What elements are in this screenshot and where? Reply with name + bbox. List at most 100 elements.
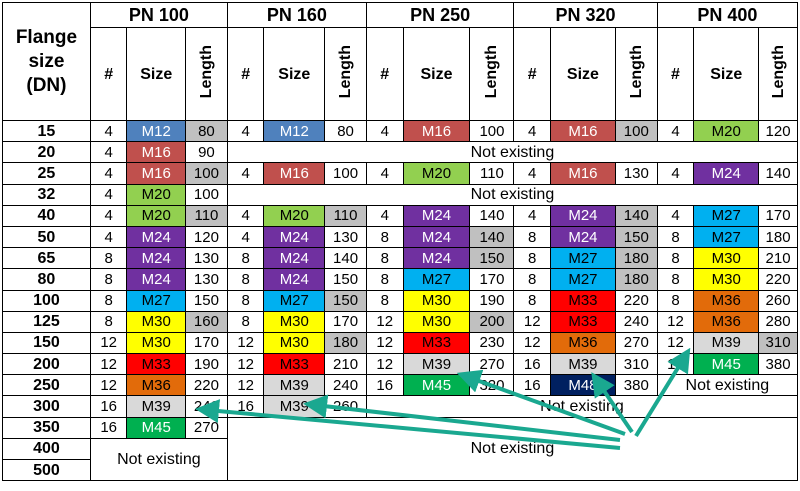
bolt-length-cell: 150 [185,289,228,312]
bolt-size-cell: M16 [402,119,471,143]
bolt-count-cell: 12 [365,353,404,376]
bolt-length-cell: 140 [758,162,798,185]
bolt-length-cell: 160 [185,310,228,333]
bolt-length-cell: 380 [614,374,658,397]
flange-label-line-1: Flange [15,26,78,48]
dn-cell: 100 [2,289,91,312]
bolt-size-cell: M24 [693,162,760,185]
dn-cell: 150 [2,331,91,355]
bolt-size-cell: M24 [402,247,471,270]
bolt-length-cell: 170 [324,310,367,333]
bolt-count-cell: 12 [513,331,552,355]
bolt-count-cell: 12 [365,310,404,333]
not-existing-cell: Not existing [226,183,799,206]
bolt-length-cell: 150 [469,247,515,270]
bolt-size-cell: M30 [402,289,471,312]
pn-160-header: PN 160 [226,2,367,28]
bolt-size-cell: M30 [693,268,760,291]
pn-250-header: PN 250 [365,2,515,28]
bolt-length-cell: 140 [469,225,515,249]
length-header: Length [324,27,367,121]
bolt-size-cell: M33 [550,289,616,312]
bolt-count-cell: 4 [89,204,128,227]
not-existing-cell: Not existing [226,416,799,482]
bolt-length-cell: 90 [185,141,228,164]
bolt-count-cell: 4 [365,119,404,143]
bolt-length-cell: 220 [185,374,228,397]
bolt-count-cell: 8 [656,289,695,312]
length-header-label: Length [627,44,645,99]
dn-cell: 65 [2,247,91,270]
size-header: Size [693,27,760,121]
bolt-count-cell: 12 [89,331,128,355]
table-row: 400 Not existing [2,437,798,482]
bolt-size-cell: M27 [126,289,187,312]
bolt-size-cell: M39 [126,395,187,418]
bolt-length-cell: 130 [185,247,228,270]
bolt-size-cell: M39 [263,395,326,418]
bolt-length-cell: 230 [469,331,515,355]
subheader-row: # Size Length # Size Length # Size Length # Size Le… [3,27,798,121]
bolt-count-cell: 4 [89,183,128,206]
bolt-count-cell: 4 [513,119,552,143]
pn-100-header: PN 100 [89,2,228,28]
bolt-length-cell: 270 [185,416,228,439]
bolt-size-cell: M24 [550,225,616,249]
dn-cell: 15 [2,119,91,143]
bolt-length-cell: 130 [185,268,228,291]
bolt-length-cell: 100 [324,162,367,185]
dn-cell: 32 [2,183,91,206]
table-row: 125 8 M30 160 8 M30 170 12 M30 200 12 M33 240 12 M36 28… [2,310,798,333]
bolt-count-cell: 16 [89,416,128,439]
bolt-length-cell: 270 [614,331,658,355]
bolt-count-cell: 4 [656,204,695,227]
bolt-count-cell: 4 [89,119,128,143]
bolt-size-cell: M16 [263,162,326,185]
length-header: Length [469,27,515,121]
bolt-size-cell: M36 [126,374,187,397]
dn-cell: 250 [2,374,91,397]
bolt-length-cell: 240 [185,395,228,418]
bolt-length-cell: 110 [324,204,367,227]
bolt-length-cell: 170 [185,331,228,355]
bolt-size-cell: M24 [126,268,187,291]
bolt-length-cell: 210 [324,353,367,376]
bolt-count-cell: 8 [89,247,128,270]
bolt-count-cell: 12 [656,310,695,333]
bolt-length-cell: 140 [614,204,658,227]
length-header: Length [185,27,228,121]
flange-size-header: Flange size (DN) [2,2,91,121]
bolt-count-cell: 16 [365,374,404,397]
bolt-length-cell: 180 [758,225,798,249]
not-existing-cell: Not existing [89,437,228,482]
bolt-size-cell: M20 [402,162,471,185]
bolt-length-cell: 380 [758,353,798,376]
table-row: 15 4 M12 80 4 M12 80 4 M16 100 4 M16 100 4 M20 120 [2,119,798,143]
bolt-count-cell: 4 [89,141,128,164]
bolt-count-cell: 12 [656,331,695,355]
size-header: Size [263,27,326,121]
bolt-length-cell: 280 [758,310,798,333]
pn-320-header: PN 320 [513,2,658,28]
bolt-count-cell: 12 [365,331,404,355]
bolt-length-cell: 270 [469,353,515,376]
length-header-label: Length [337,44,355,99]
dn-cell: 500 [2,458,91,482]
bolt-length-cell: 310 [758,331,798,355]
bolt-length-cell: 100 [469,119,515,143]
dn-cell: 25 [2,162,91,185]
bolt-size-cell: M33 [126,353,187,376]
dn-cell: 125 [2,310,91,333]
bolt-size-cell: M12 [126,119,187,143]
length-header-label: Length [483,44,501,99]
bolt-size-cell: M24 [126,225,187,249]
length-header: Length [758,27,798,121]
bolt-length-cell: 110 [469,162,515,185]
bolt-size-cell: M12 [263,119,326,143]
bolt-size-cell: M20 [263,204,326,227]
bolt-length-cell: 140 [324,247,367,270]
dn-cell: 40 [2,204,91,227]
bolt-length-cell: 170 [469,268,515,291]
bolt-size-cell: M45 [126,416,187,439]
bolt-length-cell: 180 [614,247,658,270]
